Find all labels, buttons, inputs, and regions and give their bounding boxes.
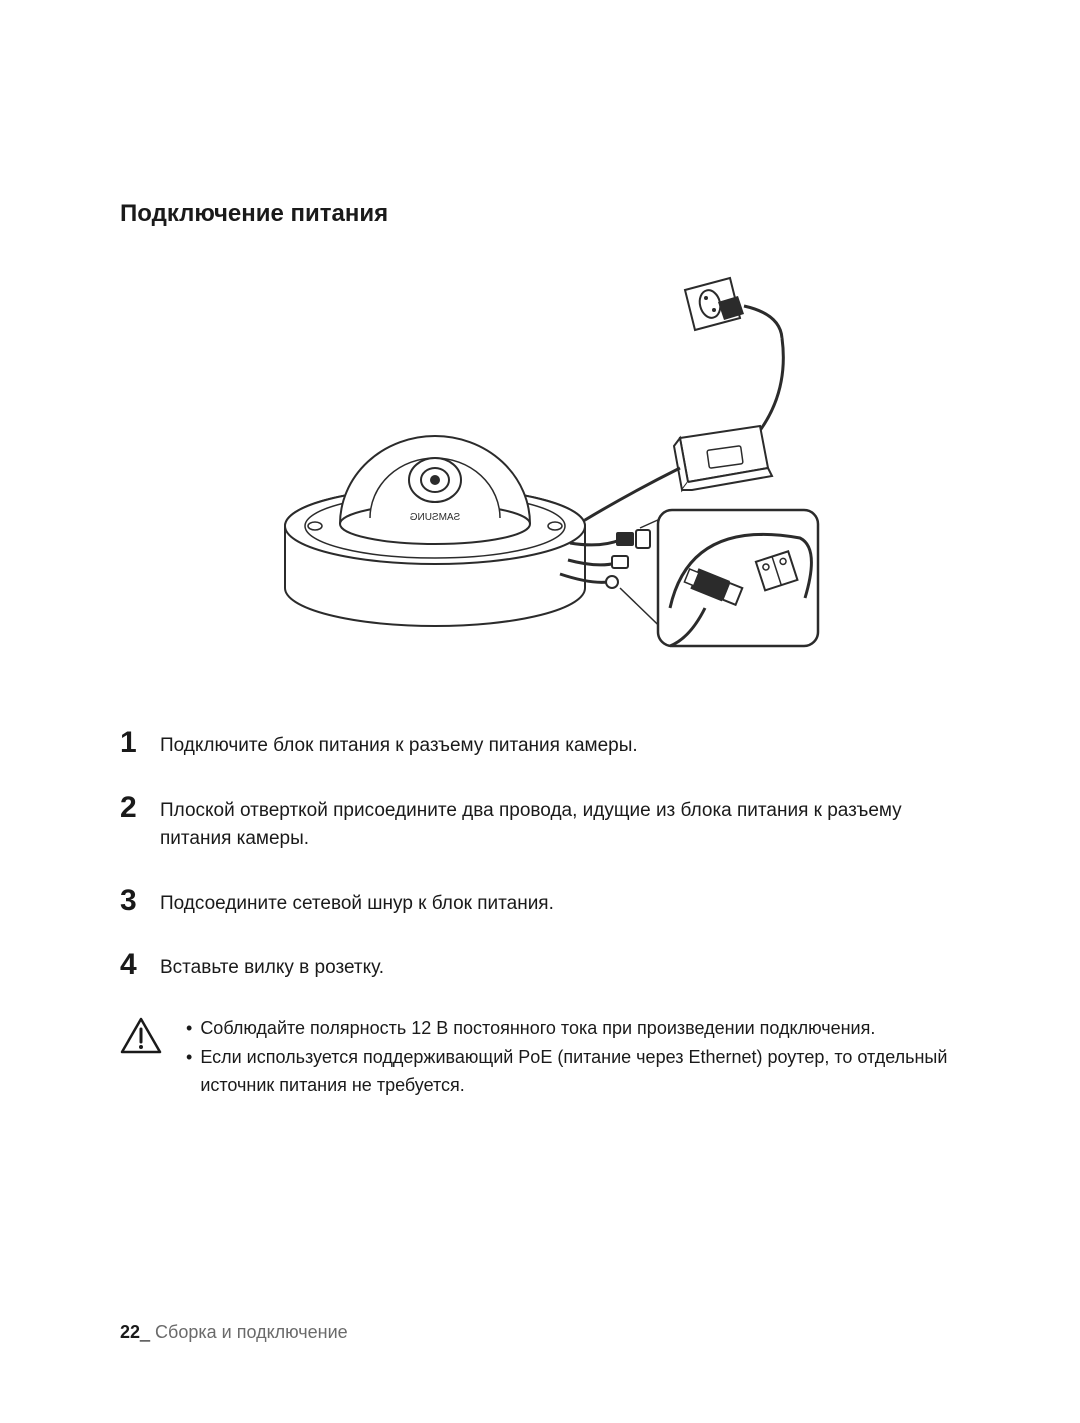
manual-page: Подключение питания [0,0,1080,1423]
caution-list: • Соблюдайте полярность 12 В постоянного… [186,1015,960,1103]
step-number: 1 [120,728,160,758]
step-text: Вставьте вилку в розетку. [160,950,384,983]
power-adapter-icon [674,426,772,490]
connector-detail-icon [658,510,818,646]
step-number: 3 [120,886,160,916]
step-number: 2 [120,793,160,823]
page-number: 22 [120,1322,140,1342]
camera-power-svg: SAMSUNG [260,268,820,668]
warning-icon [120,1017,162,1060]
plug-icon [718,296,783,443]
camera-brand-label: SAMSUNG [409,512,460,523]
step-number: 4 [120,950,160,980]
caution-block: • Соблюдайте полярность 12 В постоянного… [120,1015,960,1103]
caution-item: • Соблюдайте полярность 12 В постоянного… [186,1015,960,1043]
footer-chapter: Сборка и подключение [150,1322,348,1342]
camera-dome-icon: SAMSUNG [340,436,530,544]
section-title: Подключение питания [120,200,960,228]
caution-item: • Если используется поддерживающий PoE (… [186,1044,960,1100]
step-text: Подключите блок питания к разъему питани… [160,728,638,761]
step-row: 4 Вставьте вилку в розетку. [120,950,960,983]
power-connection-diagram: SAMSUNG [120,268,960,668]
step-row: 3 Подсоедините сетевой шнур к блок питан… [120,886,960,919]
page-footer: 22_ Сборка и подключение [120,1322,348,1343]
footer-separator: _ [140,1322,150,1342]
step-row: 1 Подключите блок питания к разъему пита… [120,728,960,761]
step-text: Подсоедините сетевой шнур к блок питания… [160,886,554,919]
caution-text: Если используется поддерживающий PoE (пи… [200,1044,960,1100]
bullet-icon: • [186,1044,192,1100]
bullet-icon: • [186,1015,192,1043]
caution-text: Соблюдайте полярность 12 В постоянного т… [200,1015,875,1043]
step-row: 2 Плоской отверткой присоедините два про… [120,793,960,854]
instruction-steps: 1 Подключите блок питания к разъему пита… [120,728,960,983]
step-text: Плоской отверткой присоедините два прово… [160,793,960,854]
